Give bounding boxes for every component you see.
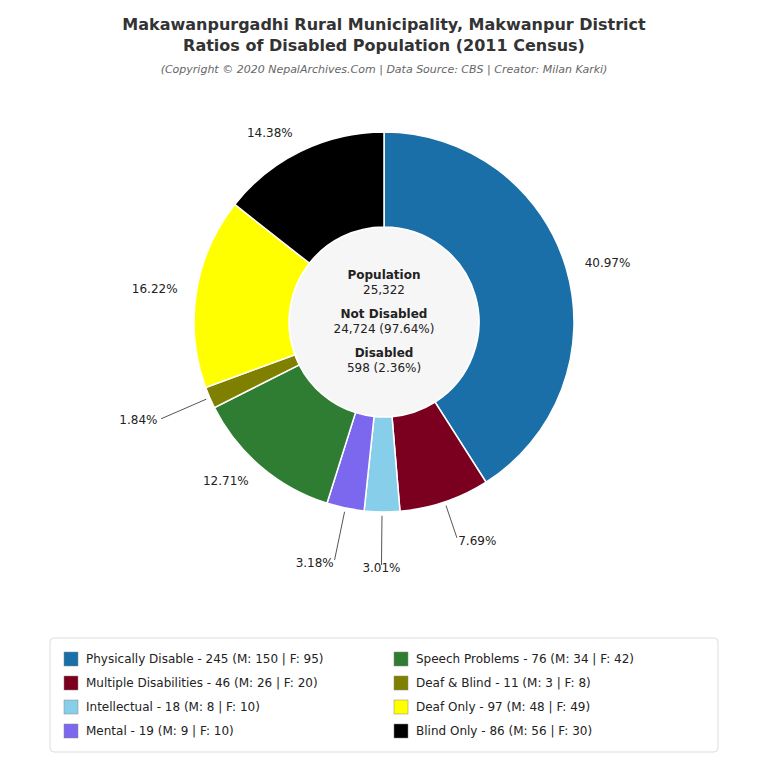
legend-swatch xyxy=(394,652,408,666)
chart-container: Makawanpurgadhi Rural Municipality, Makw… xyxy=(0,0,768,768)
legend-label: Blind Only - 86 (M: 56 | F: 30) xyxy=(416,724,592,738)
legend-label: Deaf Only - 97 (M: 48 | F: 49) xyxy=(416,700,590,714)
leader-line xyxy=(335,512,345,560)
center-annotation: Not Disabled24,724 (97.64%) xyxy=(334,307,435,336)
slice xyxy=(392,402,486,511)
legend-label: Physically Disable - 245 (M: 150 | F: 95… xyxy=(86,652,324,666)
legend-label: Deaf & Blind - 11 (M: 3 | F: 8) xyxy=(416,676,591,690)
legend-label: Multiple Disabilities - 46 (M: 26 | F: 2… xyxy=(86,676,318,690)
annotation-line: 598 (2.36%) xyxy=(347,361,421,375)
legend-swatch xyxy=(64,724,78,738)
legend-swatch xyxy=(64,700,78,714)
data-label: 7.69% xyxy=(458,534,496,548)
legend-label: Mental - 19 (M: 9 | F: 10) xyxy=(86,724,234,738)
annotation-line: Disabled xyxy=(355,346,414,360)
center-annotation: Disabled598 (2.36%) xyxy=(347,346,421,375)
data-label: 40.97% xyxy=(585,256,631,270)
background xyxy=(0,0,768,768)
data-label: 12.71% xyxy=(203,474,249,488)
legend: Physically Disable - 245 (M: 150 | F: 95… xyxy=(50,638,718,752)
subtitle: (Copyright © 2020 NepalArchives.Com | Da… xyxy=(161,63,608,76)
center-annotation: Population25,322 xyxy=(347,268,420,297)
chart-svg: Makawanpurgadhi Rural Municipality, Makw… xyxy=(0,0,768,768)
slices xyxy=(194,132,574,512)
leader-line xyxy=(446,506,457,538)
legend-label: Speech Problems - 76 (M: 34 | F: 42) xyxy=(416,652,634,666)
title-line: Makawanpurgadhi Rural Municipality, Makw… xyxy=(122,15,646,34)
data-label: 1.84% xyxy=(119,413,157,427)
legend-frame xyxy=(50,638,718,752)
center-circle xyxy=(290,228,478,416)
data-label: 14.38% xyxy=(247,126,293,140)
title: Makawanpurgadhi Rural Municipality, Makw… xyxy=(122,15,646,55)
annotation-line: 24,724 (97.64%) xyxy=(334,322,435,336)
legend-swatch xyxy=(64,676,78,690)
legend-swatch xyxy=(64,652,78,666)
legend-swatch xyxy=(394,700,408,714)
legend-swatch xyxy=(394,676,408,690)
annotation-line: Not Disabled xyxy=(341,307,428,321)
data-label: 3.01% xyxy=(362,561,400,575)
annotation-line: 25,322 xyxy=(363,283,405,297)
leader-line xyxy=(381,516,383,565)
legend-label: Intellectual - 18 (M: 8 | F: 10) xyxy=(86,700,260,714)
legend-swatch xyxy=(394,724,408,738)
title-line: Ratios of Disabled Population (2011 Cens… xyxy=(183,36,585,55)
data-label: 3.18% xyxy=(296,556,334,570)
data-label: 16.22% xyxy=(132,282,178,296)
annotation-line: Population xyxy=(347,268,420,282)
leader-line xyxy=(161,399,206,419)
slice-labels: 40.97% 7.69% 3.01% 3.18% 12.71% 1.84% 16.22% 14… xyxy=(119,126,630,575)
